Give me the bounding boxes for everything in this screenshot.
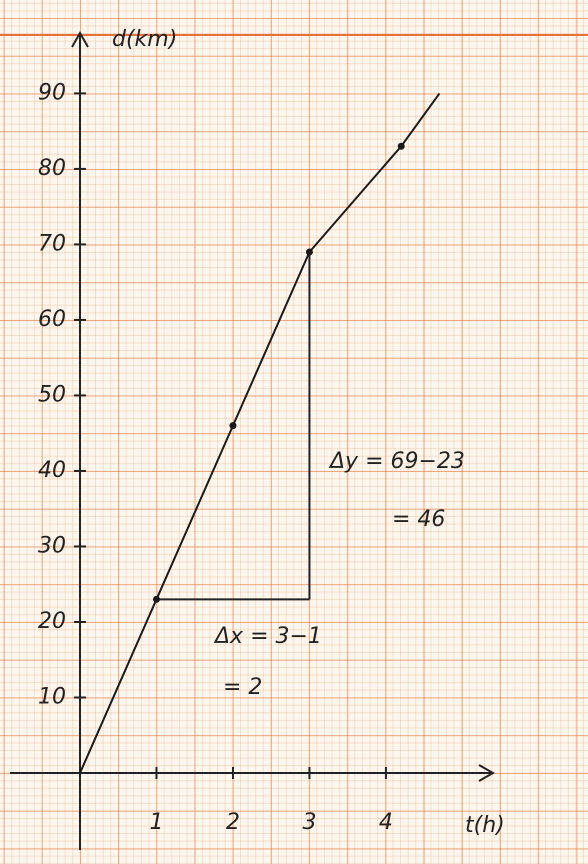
annotation: = 2: [223, 675, 262, 700]
x-tick-label: 4: [379, 810, 393, 835]
annotation: Δy = 69−23: [328, 449, 465, 474]
x-tick-label: 3: [302, 810, 316, 835]
chart: d(km) t(h) 10 20 30 40 50 60 70 80 90 1 2 3 4 Δy = 69…: [0, 0, 588, 864]
y-tick-label: 20: [38, 609, 66, 634]
data-point: [398, 143, 405, 150]
data-point: [229, 422, 236, 429]
y-tick-label: 40: [38, 458, 66, 483]
data-point: [306, 248, 313, 255]
annotation: Δx = 3−1: [213, 624, 322, 649]
y-tick-label: 30: [38, 533, 66, 558]
x-tick-label: 1: [149, 810, 163, 835]
data-line: [80, 93, 439, 773]
y-tick-label: 70: [38, 231, 66, 256]
y-tick-label: 10: [38, 684, 66, 709]
x-tick-label: 2: [226, 810, 240, 835]
y-tick-label: 90: [38, 80, 66, 105]
annotation: = 46: [392, 507, 445, 532]
y-axis-label: d(km): [112, 27, 177, 52]
y-tick-label: 80: [38, 156, 66, 181]
y-tick-label: 60: [38, 307, 66, 332]
y-tick-label: 50: [38, 382, 66, 407]
data-point: [153, 596, 160, 603]
x-axis-label: t(h): [465, 813, 505, 838]
